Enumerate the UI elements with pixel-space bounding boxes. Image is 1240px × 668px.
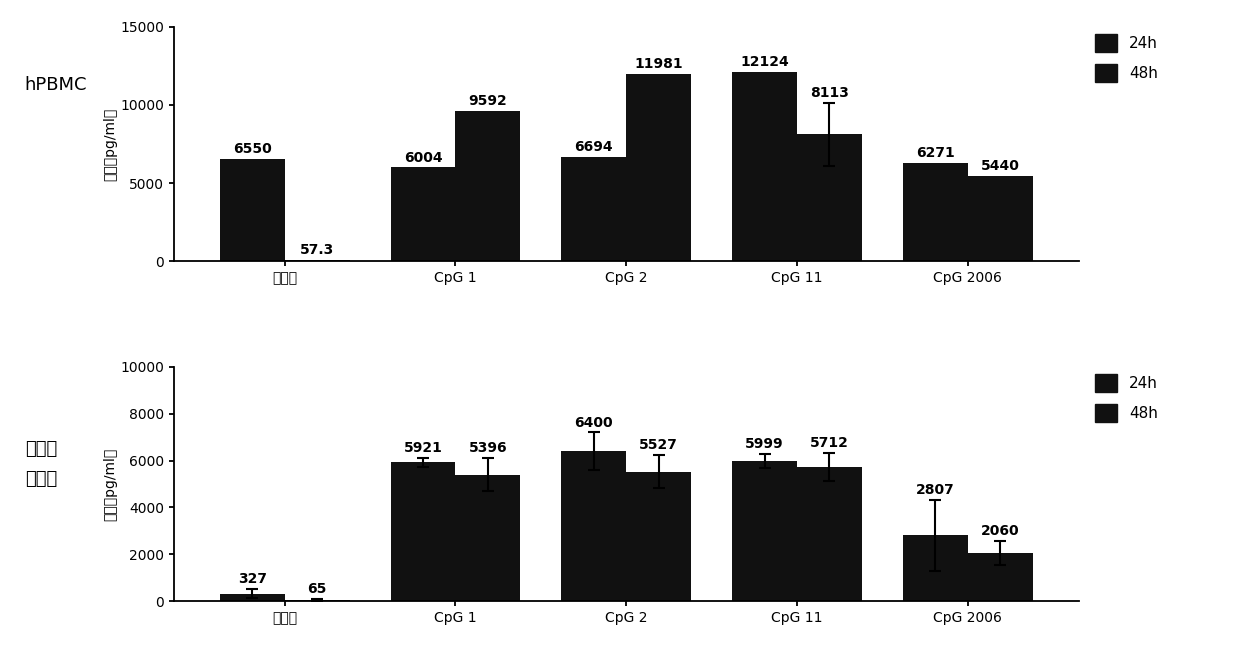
Bar [562,451,626,601]
Bar [967,553,1033,601]
Text: 2060: 2060 [981,524,1019,538]
Text: 6400: 6400 [574,415,613,430]
Text: 5527: 5527 [639,438,678,452]
Text: 9592: 9592 [469,94,507,108]
Text: 5440: 5440 [981,160,1019,174]
Text: 6004: 6004 [404,150,443,164]
Bar [903,535,967,601]
Bar [455,112,521,261]
Y-axis label: 浓度（pg/ml）: 浓度（pg/ml） [103,448,118,520]
Bar [903,163,967,261]
Bar [967,176,1033,261]
Legend: 24h, 48h: 24h, 48h [1095,34,1158,82]
Text: 11981: 11981 [635,57,683,71]
Text: 57.3: 57.3 [300,244,335,257]
Text: 6550: 6550 [233,142,272,156]
Text: 脏细胞: 脏细胞 [25,470,57,488]
Bar [797,467,862,601]
Bar [219,159,285,261]
Text: 65: 65 [308,582,327,596]
Bar [455,475,521,601]
Text: 6694: 6694 [574,140,613,154]
Text: 327: 327 [238,572,267,586]
Text: 8113: 8113 [810,86,849,100]
Text: 6271: 6271 [916,146,955,160]
Text: hPBMC: hPBMC [25,76,87,94]
Bar [391,168,455,261]
Bar [732,460,797,601]
Legend: 24h, 48h: 24h, 48h [1095,374,1158,422]
Bar [626,74,691,261]
Bar [732,71,797,261]
Text: 5712: 5712 [810,436,849,450]
Text: 小鼠脾: 小鼠脾 [25,440,57,458]
Y-axis label: 浓度（pg/ml）: 浓度（pg/ml） [103,108,118,180]
Bar [391,462,455,601]
Bar [562,156,626,261]
Text: 5921: 5921 [403,441,443,455]
Text: 5999: 5999 [745,437,784,451]
Bar [219,594,285,601]
Bar [285,600,350,601]
Bar [797,134,862,261]
Bar [626,472,691,601]
Text: 12124: 12124 [740,55,789,69]
Text: 2807: 2807 [916,484,955,498]
Text: 5396: 5396 [469,442,507,456]
